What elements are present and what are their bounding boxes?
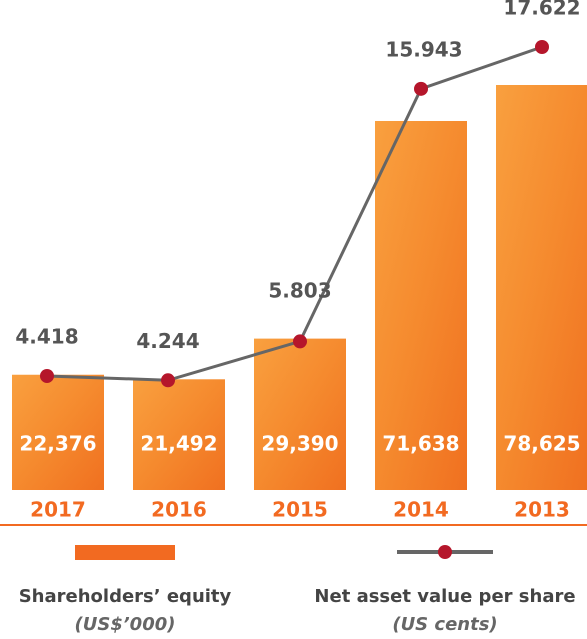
line-value-label: 15.943 bbox=[385, 37, 462, 61]
bar bbox=[375, 120, 467, 491]
legend-label: Shareholders’ equity bbox=[19, 586, 232, 607]
legend-swatch bbox=[75, 545, 175, 560]
category-label: 2014 bbox=[393, 498, 449, 522]
bar-value-label: 21,492 bbox=[140, 432, 217, 456]
legend-label: Net asset value per share bbox=[314, 586, 575, 607]
legend-unit: (US$’000) bbox=[75, 614, 176, 635]
line-marker bbox=[40, 368, 54, 383]
line-marker bbox=[293, 334, 307, 349]
legend-marker bbox=[438, 545, 452, 559]
legend-unit: (US cents) bbox=[392, 614, 497, 635]
line-value-label: 17.622 bbox=[503, 0, 580, 20]
category-label: 2017 bbox=[30, 498, 86, 522]
category-label: 2015 bbox=[272, 498, 328, 522]
bar bbox=[496, 85, 587, 490]
bar bbox=[12, 374, 104, 490]
line-marker bbox=[161, 373, 175, 388]
line-marker bbox=[414, 81, 428, 96]
line bbox=[46, 45, 543, 382]
category-label: 2016 bbox=[151, 498, 207, 522]
bar-value-label: 78,625 bbox=[503, 432, 580, 456]
line-value-label: 4.244 bbox=[136, 329, 199, 353]
line-value-label: 5.803 bbox=[268, 279, 331, 303]
category-label: 2013 bbox=[514, 498, 570, 522]
bar-value-label: 22,376 bbox=[19, 432, 96, 456]
bar bbox=[254, 338, 346, 490]
bar-value-label: 71,638 bbox=[382, 432, 459, 456]
bar bbox=[133, 379, 225, 490]
line-marker bbox=[535, 40, 549, 54]
line-value-label: 4.418 bbox=[15, 324, 78, 348]
bar-value-label: 29,390 bbox=[261, 432, 338, 456]
